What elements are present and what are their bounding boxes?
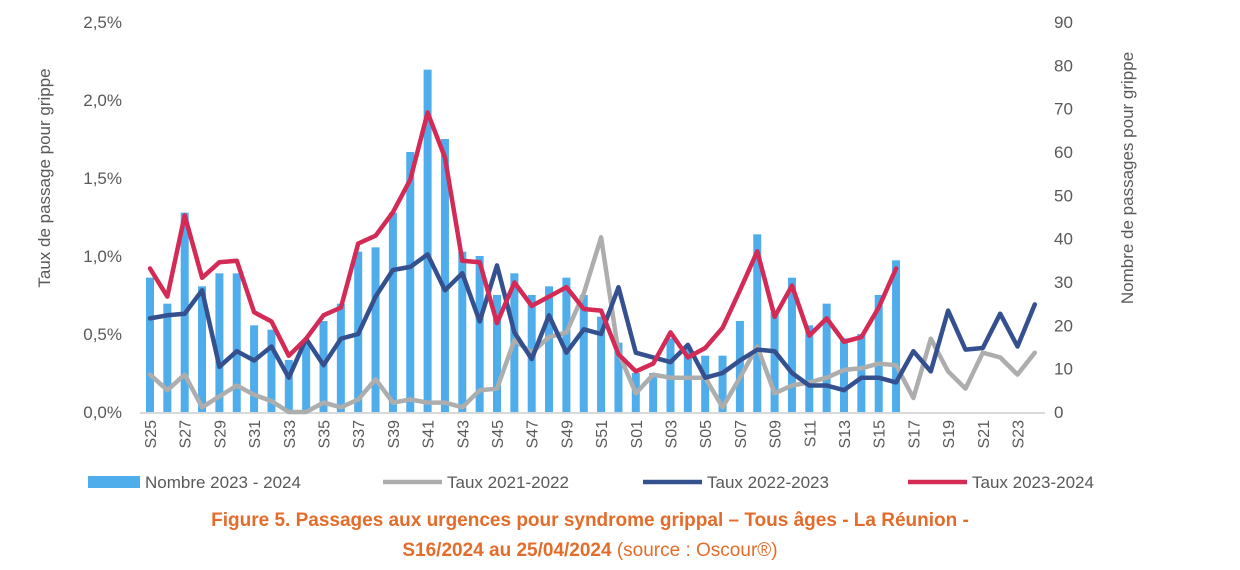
y-right-axis-title: Nombre de passages pour grippe [1118,52,1137,304]
x-tick-label: S19 [941,420,958,449]
bar-S33 [284,360,293,412]
bar-S39 [388,212,397,412]
y-left-tick-label: 0,5% [83,325,122,344]
x-tick-label: S29 [212,420,229,449]
x-tick-label: S25 [143,420,160,449]
caption-title: Figure 5. Passages aux urgences pour syn… [211,510,969,531]
line-taux-2021-2022 [147,235,1038,415]
bar-S13 [840,338,848,412]
x-tick-label: S21 [976,420,993,449]
bar-S30 [232,273,241,412]
bar-S36 [336,303,345,412]
bar-S48 [545,286,554,412]
x-tick-label: S23 [1011,420,1028,449]
y-right-tick-label: 90 [1054,13,1073,32]
bar-S40 [406,152,415,412]
bar-S14 [857,334,866,412]
x-tick-label: S09 [768,420,785,449]
x-tick-label: S35 [317,420,334,449]
bar-S44 [475,256,484,412]
y-right-tick-label: 50 [1054,186,1073,205]
y-right-tick-label: 80 [1054,56,1073,75]
x-tick-label: S43 [455,420,472,449]
y-right-tick-label: 40 [1054,230,1073,249]
x-tick-label: S07 [733,420,750,449]
x-tick-label: S11 [802,420,819,447]
bar-S43 [458,251,467,412]
x-tick-label: S49 [559,420,576,449]
x-tick-label: S33 [282,420,299,449]
x-tick-label: S51 [594,420,611,449]
x-tick-label: S15 [872,420,889,449]
y-right-tick-label: 20 [1054,316,1073,335]
bar-S34 [302,342,311,412]
bar-S38 [371,247,380,412]
bar-S06 [718,355,727,412]
y-left-tick-label: 2,0% [83,91,122,110]
x-tick-label: S01 [629,420,646,449]
bar-S51 [597,316,606,412]
bar-S26 [163,303,172,412]
x-tick-label: S13 [837,420,854,449]
bar-S11 [805,325,814,412]
x-tick-label: S47 [525,420,542,449]
x-tick-label: S41 [421,420,438,449]
line-taux-2022-2023 [147,252,1038,393]
bar-S49 [562,277,571,412]
bar-S25 [146,277,154,412]
x-tick-label: S17 [906,420,923,449]
bar-S15 [874,295,883,412]
y-right-tick-label: 30 [1054,273,1073,292]
y-left-tick-label: 0,0% [83,403,122,422]
bar-S03 [666,338,675,412]
y-right-tick-label: 0 [1054,403,1063,422]
bar-S07 [735,321,744,412]
bar-S09 [770,312,779,412]
bar-S42 [440,139,449,412]
x-tick-label: S03 [664,420,681,449]
y-right-tick-label: 10 [1054,360,1073,379]
legend-label: Taux 2023-2024 [972,473,1094,492]
y-left-tick-label: 1,5% [83,169,122,188]
bar-S52 [614,342,623,412]
y-left-axis-title: Taux de passage pour grippe [35,68,54,287]
y-left-tick-label: 2,5% [83,13,122,32]
bar-S08 [753,234,762,412]
bar-S28 [198,286,207,412]
y-left-tick-label: 1,0% [83,247,122,266]
x-tick-label: S37 [351,420,368,449]
bar-S10 [787,277,796,412]
bar-S50 [579,295,588,412]
y-right-tick-label: 70 [1054,100,1073,119]
x-tick-label: S39 [386,420,403,449]
legend-label: Taux 2022-2023 [707,473,829,492]
bar-S02 [649,373,658,412]
bar-S32 [267,329,276,412]
line-taux-2023-2024 [147,110,899,374]
y-right-tick-label: 60 [1054,143,1073,162]
legend-label: Nombre 2023 - 2024 [145,473,301,492]
x-tick-label: S45 [490,420,507,449]
bar-S41 [423,69,432,413]
bar-S16 [892,260,901,412]
legend-label: Taux 2021-2022 [447,473,569,492]
bar-S12 [822,303,831,412]
x-tick-label: S31 [247,420,264,449]
bar-S29 [215,273,224,412]
legend-swatch-bar [88,476,140,488]
bar-S31 [250,325,259,412]
chart: 0,0% 0,5% 1,0% 1,5% 2,0% 2,5% 0 10 20 30 40 50 60 70 8… [35,13,1137,492]
figure-caption-line1: Figure 5. Passages aux urgences pour syn… [0,510,1180,532]
caption-date: S16/2024 au 25/04/2024 [402,540,612,561]
x-tick-label: S05 [698,420,715,449]
caption-source: (source : Oscour®) [611,540,778,561]
x-tick-label: S27 [178,420,195,449]
bar-S45 [493,295,501,412]
bar-S05 [701,355,710,412]
figure-caption-line2: S16/2024 au 25/04/2024 (source : Oscour®… [0,540,1180,562]
